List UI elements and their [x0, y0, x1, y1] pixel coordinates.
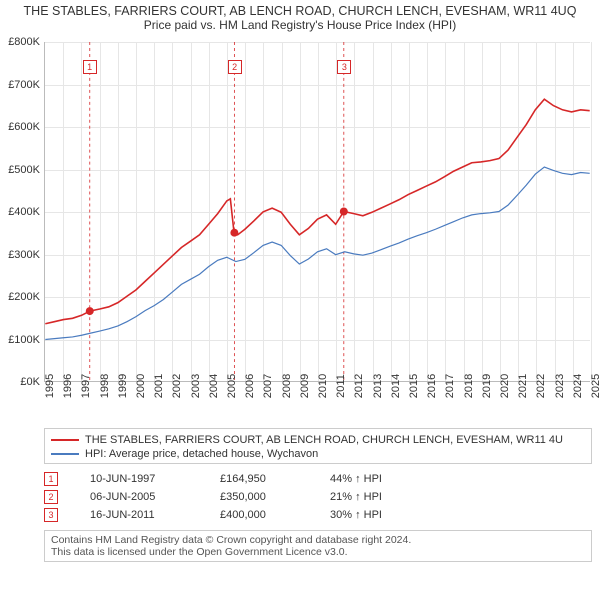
- legend-swatch: [51, 453, 79, 455]
- chart-title: THE STABLES, FARRIERS COURT, AB LENCH RO…: [0, 4, 600, 18]
- legend-label: HPI: Average price, detached house, Wych…: [85, 448, 318, 460]
- attribution-line-2: This data is licensed under the Open Gov…: [51, 546, 585, 558]
- sale-marker-dot: [230, 229, 238, 237]
- price-chart: THE STABLES, FARRIERS COURT, AB LENCH RO…: [0, 0, 600, 590]
- x-tick-label: 2018: [463, 374, 475, 398]
- event-price: £350,000: [220, 491, 330, 503]
- event-number: 2: [44, 490, 58, 504]
- x-tick-label: 2012: [353, 374, 365, 398]
- series-price_paid: [45, 99, 589, 324]
- event-date: 10-JUN-1997: [90, 473, 220, 485]
- y-tick-label: £400K: [8, 206, 40, 218]
- event-price: £164,950: [220, 473, 330, 485]
- x-tick-label: 1998: [99, 374, 111, 398]
- attribution-line-1: Contains HM Land Registry data © Crown c…: [51, 534, 585, 546]
- y-tick-label: £100K: [8, 334, 40, 346]
- x-tick-label: 2002: [171, 374, 183, 398]
- y-tick-label: £300K: [8, 249, 40, 261]
- x-tick-label: 2006: [244, 374, 256, 398]
- legend-item: THE STABLES, FARRIERS COURT, AB LENCH RO…: [51, 433, 585, 447]
- event-number: 1: [44, 472, 58, 486]
- sale-marker-dot: [340, 208, 348, 216]
- event-date: 06-JUN-2005: [90, 491, 220, 503]
- x-tick-label: 2007: [262, 374, 274, 398]
- x-axis: 1995199619971998199920002001200220032004…: [44, 382, 590, 424]
- legend: THE STABLES, FARRIERS COURT, AB LENCH RO…: [44, 428, 592, 464]
- x-tick-label: 1996: [62, 374, 74, 398]
- x-tick-label: 2000: [135, 374, 147, 398]
- x-tick-label: 2005: [226, 374, 238, 398]
- sale-marker-label: 1: [83, 60, 97, 74]
- x-tick-label: 1999: [117, 374, 129, 398]
- x-tick-label: 2004: [208, 374, 220, 398]
- sale-marker-dot: [86, 307, 94, 315]
- y-tick-label: £500K: [8, 164, 40, 176]
- series-hpi: [45, 167, 589, 339]
- x-tick-label: 1995: [44, 374, 56, 398]
- x-tick-label: 2024: [572, 374, 584, 398]
- event-row: 2 06-JUN-2005£350,00021% ↑ HPI: [44, 488, 592, 506]
- x-tick-label: 2017: [444, 374, 456, 398]
- x-tick-label: 2009: [299, 374, 311, 398]
- x-tick-label: 2001: [153, 374, 165, 398]
- x-tick-label: 2014: [390, 374, 402, 398]
- legend-swatch: [51, 439, 79, 441]
- event-pct: 21% ↑ HPI: [330, 491, 382, 503]
- event-date: 16-JUN-2011: [90, 509, 220, 521]
- chart-subtitle: Price paid vs. HM Land Registry's House …: [0, 18, 600, 32]
- plot-outer: £0K£100K£200K£300K£400K£500K£600K£700K£8…: [44, 42, 590, 424]
- x-tick-label: 2010: [317, 374, 329, 398]
- x-tick-label: 2020: [499, 374, 511, 398]
- x-tick-label: 2013: [372, 374, 384, 398]
- x-tick-label: 2016: [426, 374, 438, 398]
- event-row: 1 10-JUN-1997£164,95044% ↑ HPI: [44, 470, 592, 488]
- x-tick-label: 2003: [190, 374, 202, 398]
- x-tick-label: 2015: [408, 374, 420, 398]
- x-tick-label: 2025: [590, 374, 600, 398]
- plot-area: 1 2 3: [44, 42, 590, 382]
- line-layer: [45, 42, 590, 381]
- gridline-v: [591, 42, 592, 381]
- legend-label: THE STABLES, FARRIERS COURT, AB LENCH RO…: [85, 434, 563, 446]
- sale-events: 1 10-JUN-1997£164,95044% ↑ HPI 2 06-JUN-200…: [44, 470, 592, 524]
- x-tick-label: 2022: [535, 374, 547, 398]
- y-tick-label: £200K: [8, 291, 40, 303]
- event-price: £400,000: [220, 509, 330, 521]
- chart-title-block: THE STABLES, FARRIERS COURT, AB LENCH RO…: [0, 0, 600, 42]
- y-tick-label: £800K: [8, 36, 40, 48]
- y-axis: £0K£100K£200K£300K£400K£500K£600K£700K£8…: [0, 42, 40, 382]
- x-tick-label: 1997: [80, 374, 92, 398]
- event-pct: 44% ↑ HPI: [330, 473, 382, 485]
- x-tick-label: 2011: [335, 374, 347, 398]
- sale-marker-label: 3: [337, 60, 351, 74]
- x-tick-label: 2021: [517, 374, 529, 398]
- y-tick-label: £600K: [8, 121, 40, 133]
- event-pct: 30% ↑ HPI: [330, 509, 382, 521]
- y-tick-label: £700K: [8, 79, 40, 91]
- legend-item: HPI: Average price, detached house, Wych…: [51, 447, 585, 461]
- event-row: 3 16-JUN-2011£400,00030% ↑ HPI: [44, 506, 592, 524]
- x-tick-label: 2019: [481, 374, 493, 398]
- x-tick-label: 2023: [554, 374, 566, 398]
- event-number: 3: [44, 508, 58, 522]
- attribution: Contains HM Land Registry data © Crown c…: [44, 530, 592, 562]
- sale-marker-label: 2: [228, 60, 242, 74]
- y-tick-label: £0K: [20, 376, 40, 388]
- x-tick-label: 2008: [281, 374, 293, 398]
